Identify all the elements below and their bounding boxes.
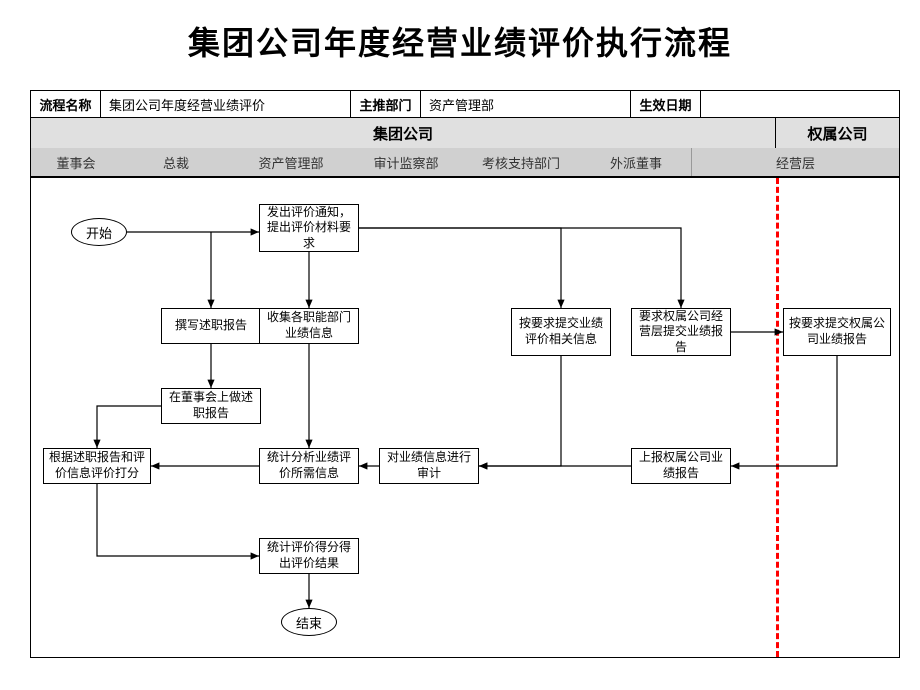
node-end: 结束 [281,608,337,636]
group-left: 集团公司 [31,118,776,148]
node-n3: 收集各职能部门业绩信息 [259,308,359,344]
meta-date-label: 生效日期 [631,91,701,117]
node-n5: 要求权属公司经营层提交业绩报告 [631,308,731,356]
edge-n6-n8 [731,356,837,466]
lane-4: 审计监察部 [351,148,461,176]
lane-1: 董事会 [31,148,121,176]
diagram-frame: 流程名称 集团公司年度经营业绩评价 主推部门 资产管理部 生效日期 集团公司 权… [30,90,900,660]
meta-date-value [701,91,899,117]
node-start: 开始 [71,218,127,246]
page-title: 集团公司年度经营业绩评价执行流程 [0,0,920,78]
group-header-row: 集团公司 权属公司 [30,118,900,148]
node-n6: 按要求提交权属公司业绩报告 [783,308,891,356]
node-n10: 统计分析业绩评价所需信息 [259,448,359,484]
lane-3: 资产管理部 [231,148,351,176]
lane-2: 总裁 [121,148,231,176]
edge-n11-n12 [97,484,259,556]
meta-name-value: 集团公司年度经营业绩评价 [101,91,351,117]
node-n2: 撰写述职报告 [161,308,261,344]
edge-n1-n4 [359,228,561,308]
node-n9: 对业绩信息进行审计 [379,448,479,484]
meta-name-label: 流程名称 [31,91,101,117]
meta-dept-value: 资产管理部 [421,91,631,117]
node-n12: 统计评价得分得出评价结果 [259,538,359,574]
meta-dept-label: 主推部门 [351,91,421,117]
flow-canvas: 开始 发出评价通知，提出评价材料要求撰写述职报告收集各职能部门业绩信息 按要求提交业… [30,178,900,658]
node-n11: 根据述职报告和评价信息评价打分 [43,448,151,484]
node-n8: 上报权属公司业绩报告 [631,448,731,484]
meta-row: 流程名称 集团公司年度经营业绩评价 主推部门 资产管理部 生效日期 [30,90,900,118]
lane-5: 考核支持部门 [461,148,581,176]
lane-7: 经营层 [691,148,899,176]
node-n7: 在董事会上做述职报告 [161,388,261,424]
edge-n7-n11 [97,406,161,448]
node-n4: 按要求提交业绩评价相关信息 [511,308,611,356]
lane-6: 外派董事 [581,148,691,176]
swimlane-header-row: 董事会 总裁 资产管理部 审计监察部 考核支持部门 外派董事 经营层 [30,148,900,178]
edge-n4-n9 [479,356,561,466]
group-right: 权属公司 [776,118,899,148]
lane-divider [776,178,779,657]
edge-n1-n5 [359,228,681,308]
node-n1: 发出评价通知，提出评价材料要求 [259,204,359,252]
